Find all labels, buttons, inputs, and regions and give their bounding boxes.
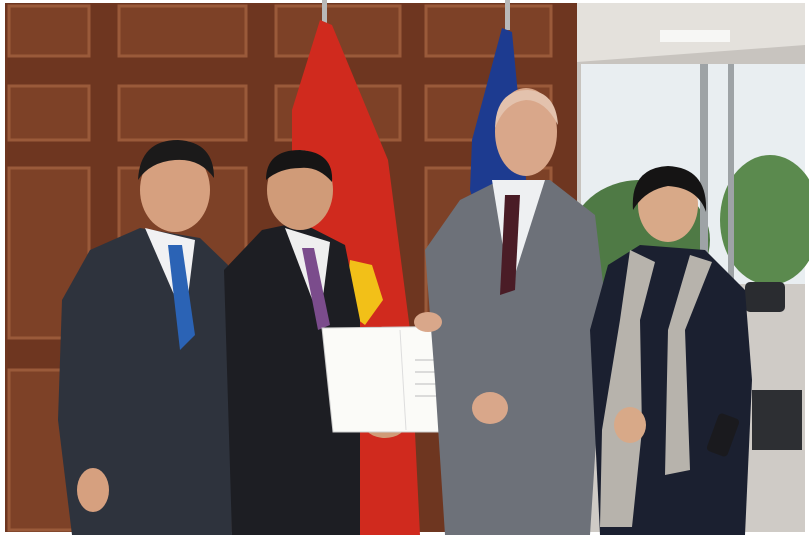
- person-center-right-part: [414, 312, 442, 332]
- person-center-left: [224, 150, 407, 535]
- certificate-part: [399, 329, 407, 431]
- person-center-left-part: [302, 248, 330, 330]
- window-part: [752, 390, 802, 450]
- window-part: [720, 155, 809, 285]
- window-part: [660, 30, 730, 42]
- person-center-right-part: [495, 90, 558, 128]
- person-right-part: [706, 413, 740, 457]
- person-center-right-part: [500, 195, 520, 295]
- wood-wall-part: [117, 4, 248, 58]
- window-part: [745, 282, 785, 312]
- person-center-right: [414, 88, 605, 535]
- wood-wall-part: [7, 84, 91, 142]
- person-right-part: [600, 250, 655, 527]
- person-center-left-part: [266, 150, 333, 182]
- person-right-part: [632, 166, 707, 212]
- person-right: [590, 166, 752, 535]
- window-part: [700, 64, 708, 294]
- person-left-part: [138, 140, 214, 180]
- person-center-right-part: [472, 392, 508, 424]
- person-left: [58, 140, 232, 535]
- person-center-right-part: [425, 180, 605, 535]
- vietnam-flag-part: [322, 0, 327, 30]
- eu-flag-part: [505, 0, 510, 30]
- person-left-part: [140, 148, 210, 232]
- wood-wall-part: [7, 4, 91, 58]
- wood-wall-part: [424, 4, 553, 58]
- person-left-part: [77, 468, 109, 512]
- window-part: [728, 64, 734, 294]
- person-center-right-part: [495, 88, 557, 176]
- wood-wall-part: [117, 84, 248, 142]
- person-right-part: [665, 255, 712, 475]
- person-right-part: [614, 407, 646, 443]
- person-left-part: [168, 245, 195, 350]
- person-center-left-part: [224, 222, 360, 535]
